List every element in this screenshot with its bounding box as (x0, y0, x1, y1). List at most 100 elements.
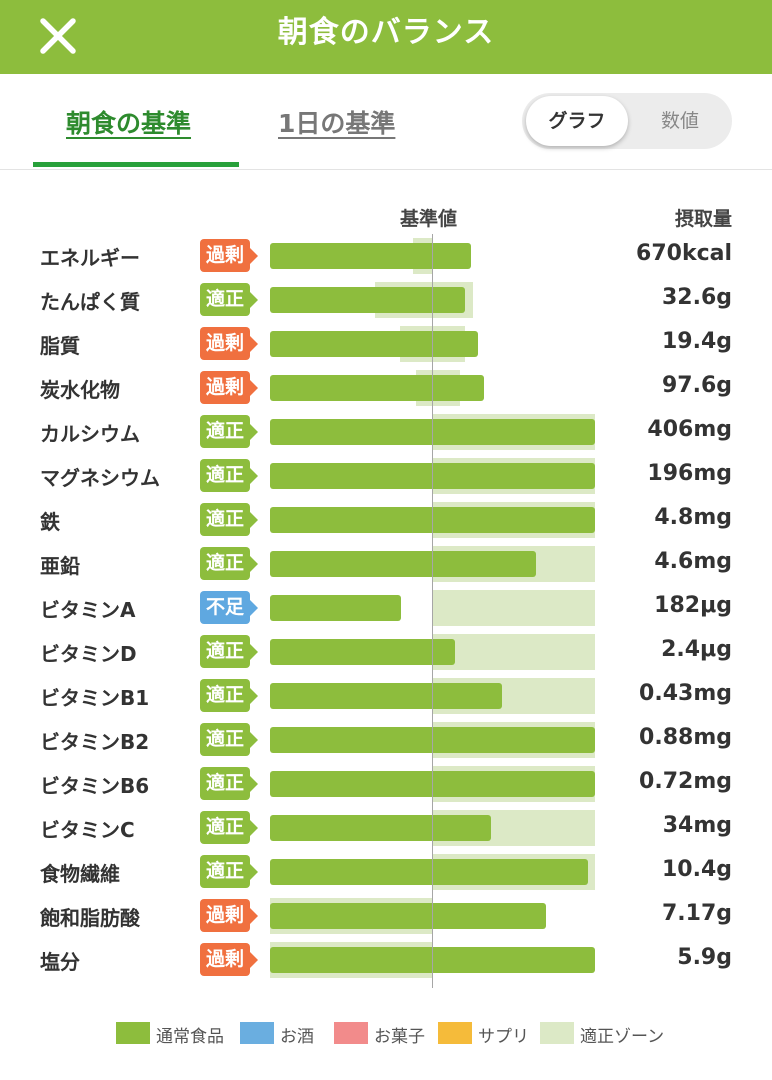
nutrient-row: カルシウム 適正 406mg (0, 410, 772, 454)
close-icon (40, 18, 76, 54)
status-badge: 適正 (200, 767, 259, 800)
status-badge-text: 適正 (206, 288, 245, 310)
legend-swatch (438, 1022, 472, 1044)
intake-value: 5.9g (677, 945, 732, 970)
intake-value: 97.6g (661, 373, 732, 398)
intake-header: 摂取量 (674, 208, 732, 230)
nutrient-name: たんぱく質 (40, 290, 140, 314)
tab-breakfast-standard[interactable]: 朝食の基準 (66, 109, 192, 138)
status-badge-text: 適正 (206, 508, 245, 530)
intake-bar (270, 639, 455, 665)
nutrient-name: 飽和脂肪酸 (40, 906, 140, 930)
intake-value: 4.8mg (654, 505, 732, 530)
status-badge: 過剰 (200, 899, 259, 932)
nutrient-name: 鉄 (40, 510, 60, 534)
legend-swatch (116, 1022, 150, 1044)
status-badge-text: 適正 (206, 728, 245, 750)
status-badge-text: 適正 (206, 420, 245, 442)
nutrient-row: ビタミンA 不足 182μg (0, 586, 772, 630)
intake-value: 0.88mg (639, 725, 732, 750)
page-title: 朝食のバランス (277, 15, 495, 50)
nutrient-name: ビタミンA (40, 598, 136, 622)
intake-value: 0.72mg (639, 769, 732, 794)
status-badge-text: 過剰 (206, 904, 245, 926)
nutrient-name: エネルギー (40, 246, 140, 270)
nutrient-row: 脂質 過剰 19.4g (0, 322, 772, 366)
reference-value-header: 基準値 (400, 208, 458, 230)
nutrient-row: 飽和脂肪酸 過剰 7.17g (0, 894, 772, 938)
intake-value: 2.4μg (661, 637, 732, 662)
nutrient-row: ビタミンC 適正 34mg (0, 806, 772, 850)
nutrient-name: 脂質 (40, 334, 80, 358)
status-badge: 適正 (200, 459, 259, 492)
status-badge: 適正 (200, 811, 259, 844)
nutrient-name: 炭水化物 (40, 378, 120, 402)
intake-bar (270, 287, 465, 313)
intake-value: 7.17g (661, 901, 732, 926)
intake-value: 670kcal (636, 241, 732, 266)
tab-daily-standard[interactable]: 1日の基準 (278, 109, 396, 138)
status-badge-text: 過剰 (206, 332, 245, 354)
nutrient-name: ビタミンB1 (40, 686, 150, 710)
header: 朝食のバランス (0, 0, 772, 74)
status-badge: 不足 (200, 591, 259, 624)
legend-swatch (240, 1022, 274, 1044)
legend-label: 適正ゾーン (580, 1027, 665, 1047)
nutrient-name: マグネシウム (40, 466, 160, 490)
legend-label: サプリ (478, 1027, 529, 1047)
intake-value: 4.6mg (654, 549, 732, 574)
legend-label: お菓子 (374, 1027, 425, 1047)
status-badge-text: 過剰 (206, 376, 245, 398)
nutrient-row: 炭水化物 過剰 97.6g (0, 366, 772, 410)
intake-bar (270, 331, 478, 357)
view-toggle: グラフ 数値 (522, 93, 732, 149)
numeric-view-button[interactable]: 数値 (660, 110, 699, 132)
status-badge: 過剰 (200, 239, 259, 272)
status-badge-text: 適正 (206, 464, 245, 486)
status-badge: 適正 (200, 503, 259, 536)
nutrient-name: ビタミンC (40, 818, 135, 842)
status-badge-text: 適正 (206, 772, 245, 794)
intake-value: 10.4g (661, 857, 732, 882)
nutrient-row: ビタミンD 適正 2.4μg (0, 630, 772, 674)
legend-swatch (334, 1022, 368, 1044)
intake-value: 196mg (647, 461, 732, 486)
legend-swatch (540, 1022, 574, 1044)
active-tab-indicator (33, 162, 239, 167)
status-badge-text: 過剰 (206, 948, 245, 970)
intake-value: 32.6g (661, 285, 732, 310)
legend-label: 通常食品 (156, 1027, 224, 1047)
graph-view-button[interactable]: グラフ (526, 96, 628, 146)
nutrient-name: カルシウム (40, 422, 140, 446)
status-badge: 適正 (200, 723, 259, 756)
nutrient-name: ビタミンB6 (40, 774, 150, 798)
optimal-zone (432, 590, 595, 626)
status-badge: 過剰 (200, 943, 259, 976)
status-badge: 適正 (200, 415, 259, 448)
status-badge-text: 不足 (206, 596, 245, 618)
nutrient-row: ビタミンB6 適正 0.72mg (0, 762, 772, 806)
status-badge: 適正 (200, 635, 259, 668)
nutrient-name: 亜鉛 (40, 554, 80, 578)
status-badge: 過剰 (200, 327, 259, 360)
nutrient-row: たんぱく質 適正 32.6g (0, 278, 772, 322)
status-badge-text: 適正 (206, 684, 245, 706)
nutrient-row: 塩分 過剰 5.9g (0, 938, 772, 982)
intake-bar (270, 815, 491, 841)
close-button[interactable] (32, 10, 84, 62)
intake-value: 19.4g (661, 329, 732, 354)
intake-value: 34mg (662, 813, 732, 838)
optimal-zone (432, 634, 595, 670)
nutrient-row: 亜鉛 適正 4.6mg (0, 542, 772, 586)
status-badge-text: 適正 (206, 640, 245, 662)
intake-bar (270, 683, 503, 709)
intake-bar (270, 859, 589, 885)
status-badge-text: 適正 (206, 552, 245, 574)
legend-label: お酒 (280, 1027, 314, 1047)
status-badge-text: 適正 (206, 816, 245, 838)
nutrient-balance-chart: エネルギー 過剰 670kcal たんぱく質 適正 32.6g 脂質 過剰 19.4g 炭水化物過… (0, 234, 772, 988)
nutrient-row: 鉄 適正 4.8mg (0, 498, 772, 542)
intake-bar (270, 903, 547, 929)
intake-bar (270, 595, 402, 621)
status-badge: 適正 (200, 855, 259, 888)
